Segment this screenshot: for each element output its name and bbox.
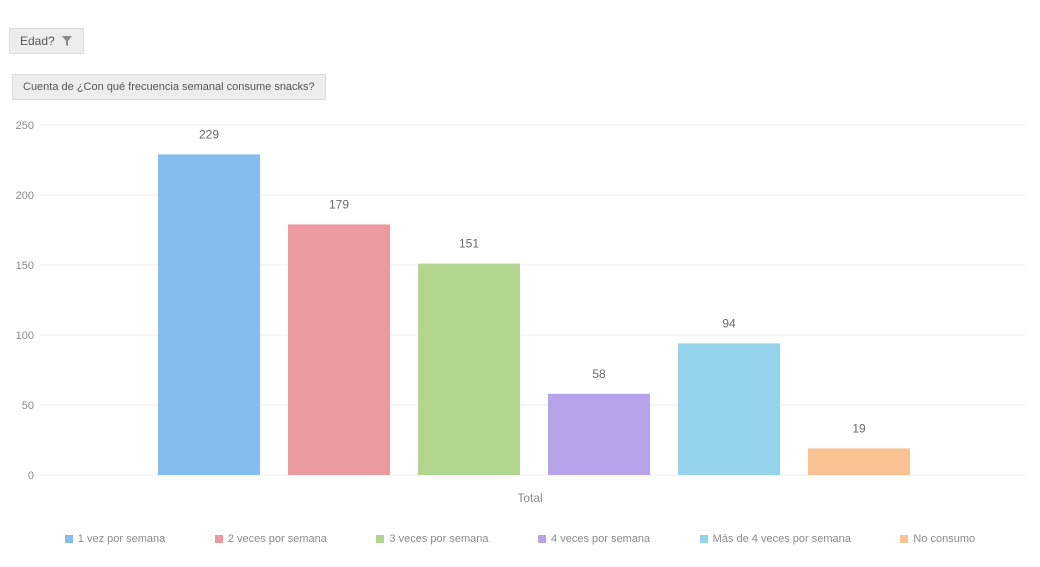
x-axis-label: Total	[517, 491, 542, 505]
legend-label: 4 veces por semana	[551, 533, 651, 545]
legend-swatch	[699, 535, 708, 543]
legend-swatch	[64, 535, 73, 543]
y-tick-label: 200	[16, 190, 34, 202]
legend-item: 2 veces por semana	[214, 533, 327, 545]
legend-label: 1 vez por semana	[77, 533, 166, 545]
bar	[418, 263, 520, 475]
legend-item: 1 vez por semana	[64, 533, 166, 545]
filter-label: Edad?	[20, 34, 55, 48]
data-label: 179	[329, 197, 349, 211]
legend-swatch	[538, 535, 547, 543]
filter-button[interactable]: Edad?	[9, 28, 84, 54]
y-tick-label: 100	[16, 330, 34, 342]
legend-label: No consumo	[913, 533, 976, 545]
y-tick-label: 0	[28, 470, 34, 482]
legend-item: 3 veces por semana	[376, 533, 488, 545]
bar	[158, 154, 260, 475]
legend-swatch	[376, 535, 385, 543]
bar	[548, 393, 650, 475]
data-label: 94	[722, 316, 736, 330]
value-field-button[interactable]: Cuenta de ¿Con qué frecuencia semanal co…	[12, 74, 326, 100]
legend-label: 3 veces por semana	[389, 533, 489, 545]
legend-item: Más de 4 veces por semana	[699, 533, 851, 545]
legend-swatch	[900, 535, 909, 543]
data-label: 19	[852, 421, 866, 435]
legend-item: No consumo	[900, 533, 975, 545]
data-label: 151	[459, 237, 479, 251]
y-tick-label: 150	[16, 260, 34, 272]
bar	[808, 448, 910, 475]
legend-label: 2 veces por semana	[227, 533, 327, 545]
bar-chart: 0 50 100 150 200 250 229 179 151 58 94 19 Total	[16, 120, 1025, 505]
value-field-label: Cuenta de ¿Con qué frecuencia semanal co…	[23, 81, 315, 93]
data-label: 229	[199, 127, 219, 141]
chart-legend: 1 vez por semana 2 veces por semana 3 vece…	[0, 528, 1040, 550]
legend-item: 4 veces por semana	[538, 533, 650, 545]
data-label: 58	[592, 367, 606, 381]
legend-swatch	[214, 535, 223, 543]
y-tick-label: 250	[16, 120, 34, 132]
bar	[288, 224, 390, 475]
filter-icon	[61, 36, 72, 46]
legend-label: Más de 4 veces por semana	[712, 533, 851, 545]
bar	[678, 343, 780, 475]
y-tick-label: 50	[22, 400, 34, 412]
